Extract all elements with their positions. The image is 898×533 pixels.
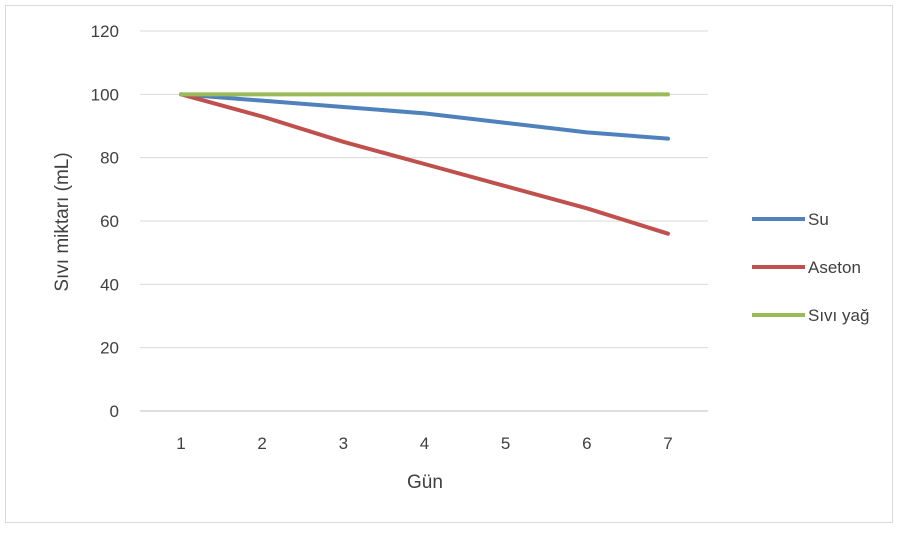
y-tick-label: 120: [91, 22, 119, 41]
x-tick-label: 1: [176, 434, 185, 453]
x-tick-label: 3: [339, 434, 348, 453]
y-tick-label: 80: [100, 149, 119, 168]
legend-label: Su: [808, 210, 829, 229]
chart-border: [5, 5, 893, 523]
y-tick-label: 60: [100, 212, 119, 231]
series-line-1: [179, 92, 670, 236]
x-tick-label: 4: [420, 434, 429, 453]
legend-label: Sıvı yağ: [808, 306, 869, 325]
y-tick-label: 20: [100, 339, 119, 358]
x-axis-ticks: 1 2 3 4 5 6 7: [176, 434, 672, 453]
y-tick-label: 40: [100, 275, 119, 294]
y-tick-label: 0: [110, 402, 119, 421]
legend: Su Aseton Sıvı yağ: [752, 210, 869, 325]
y-tick-label: 100: [91, 85, 119, 104]
x-tick-label: 2: [257, 434, 266, 453]
x-tick-label: 5: [501, 434, 510, 453]
legend-label: Aseton: [808, 258, 861, 277]
x-tick-label: 6: [582, 434, 591, 453]
y-axis-ticks: 0 20 40 60 80 100 120: [91, 22, 119, 421]
x-axis-title: Gün: [407, 472, 443, 493]
series-lines: [179, 92, 670, 236]
series-line-0: [179, 92, 670, 141]
y-axis-title: Sıvı miktarı (mL): [52, 152, 73, 291]
x-tick-label: 7: [663, 434, 672, 453]
